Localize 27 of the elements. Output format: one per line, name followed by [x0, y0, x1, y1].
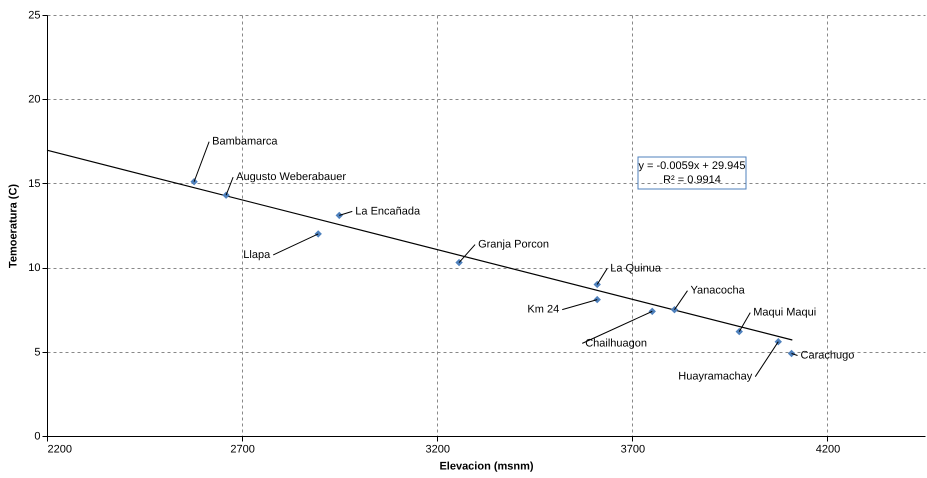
y-tick-label: 25 [28, 10, 40, 22]
annotation: R² = 0.9914 [663, 174, 721, 186]
x-tick-label: 2700 [230, 444, 255, 456]
annotation: Yanacocha [690, 284, 746, 297]
annotation: Granja Porcon [478, 238, 550, 251]
y-tick-label: 10 [28, 262, 40, 274]
x-tick-label: 3200 [425, 444, 450, 456]
annotation: Augusto Weberabauer [236, 171, 346, 184]
x-axis-title: Elevacion (msnm) [439, 460, 534, 472]
annotation: Carachugo [800, 349, 854, 362]
x-tick-label: 4200 [816, 444, 840, 456]
y-axis-title: Temoeratura (C) [7, 184, 20, 268]
annotation: Km 24 [527, 304, 560, 316]
y-tick-label: 20 [28, 94, 40, 106]
y-tick-label: 0 [34, 430, 40, 442]
x-tick-label: 3700 [620, 444, 646, 456]
y-tick-label: 5 [34, 346, 40, 358]
annotation: Huayramachay [678, 370, 753, 383]
annotation: La Encañada [355, 205, 421, 218]
x-tick-label: 2200 [48, 444, 72, 456]
annotation: Chailhuagon [585, 337, 648, 350]
annotation: Maqui Maqui [753, 306, 816, 319]
y-tick-label: 15 [28, 178, 40, 190]
annotation: La Quinua [610, 262, 662, 274]
annotation: Bambamarca [212, 136, 278, 148]
annotation: Llapa [243, 248, 272, 261]
annotation: y = -0.0059x + 29.945 [638, 160, 746, 172]
